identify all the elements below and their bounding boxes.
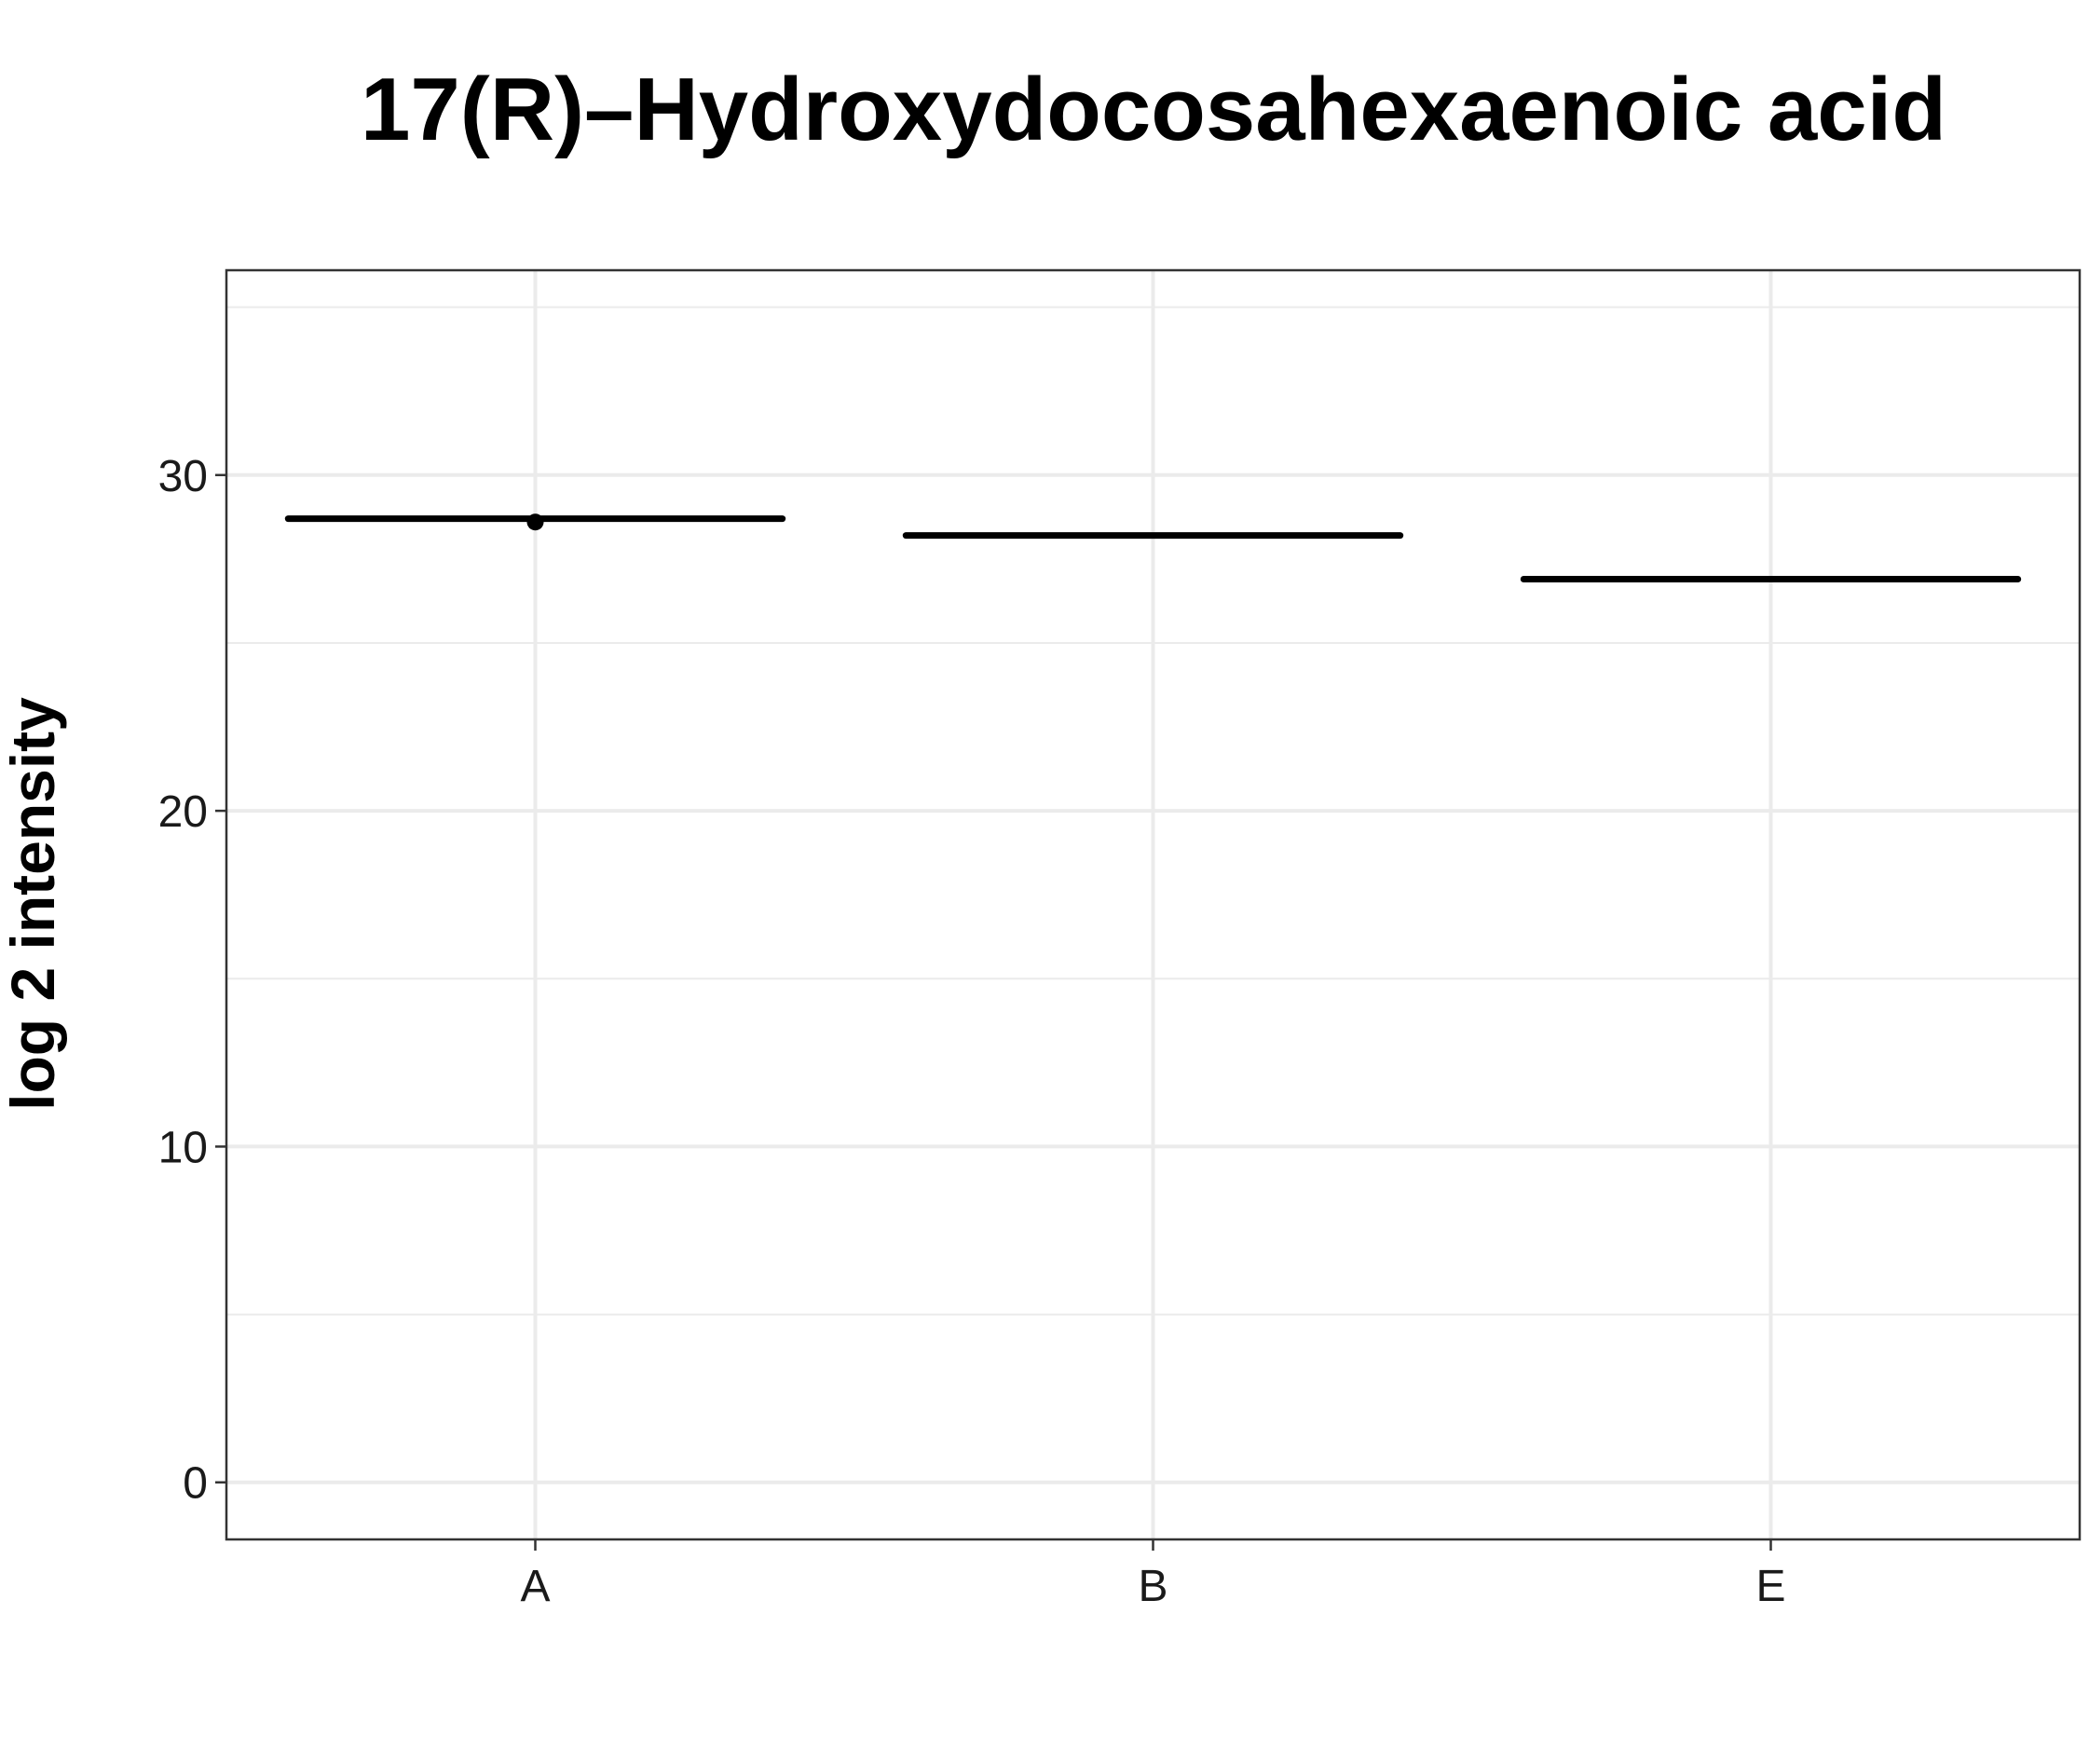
axes: 0 10 20 30 A B E [158,268,2082,1611]
y-tick-label: 30 [158,452,208,501]
y-tick-label: 20 [158,787,208,837]
chart-title: 17(R)–Hydroxydocosahexaenoic acid [361,60,1946,159]
x-tick-label: B [1138,1562,1167,1611]
grid-lines [226,270,2080,1539]
y-tick-label: 10 [158,1123,208,1172]
y-tick-label: 0 [183,1459,208,1509]
outlier-point-A [526,513,544,531]
y-axis-title: log 2 intensity [0,697,67,1111]
x-tick-label: A [520,1562,550,1611]
chart-marks [284,513,2022,582]
x-tick-label: E [1755,1562,1785,1611]
